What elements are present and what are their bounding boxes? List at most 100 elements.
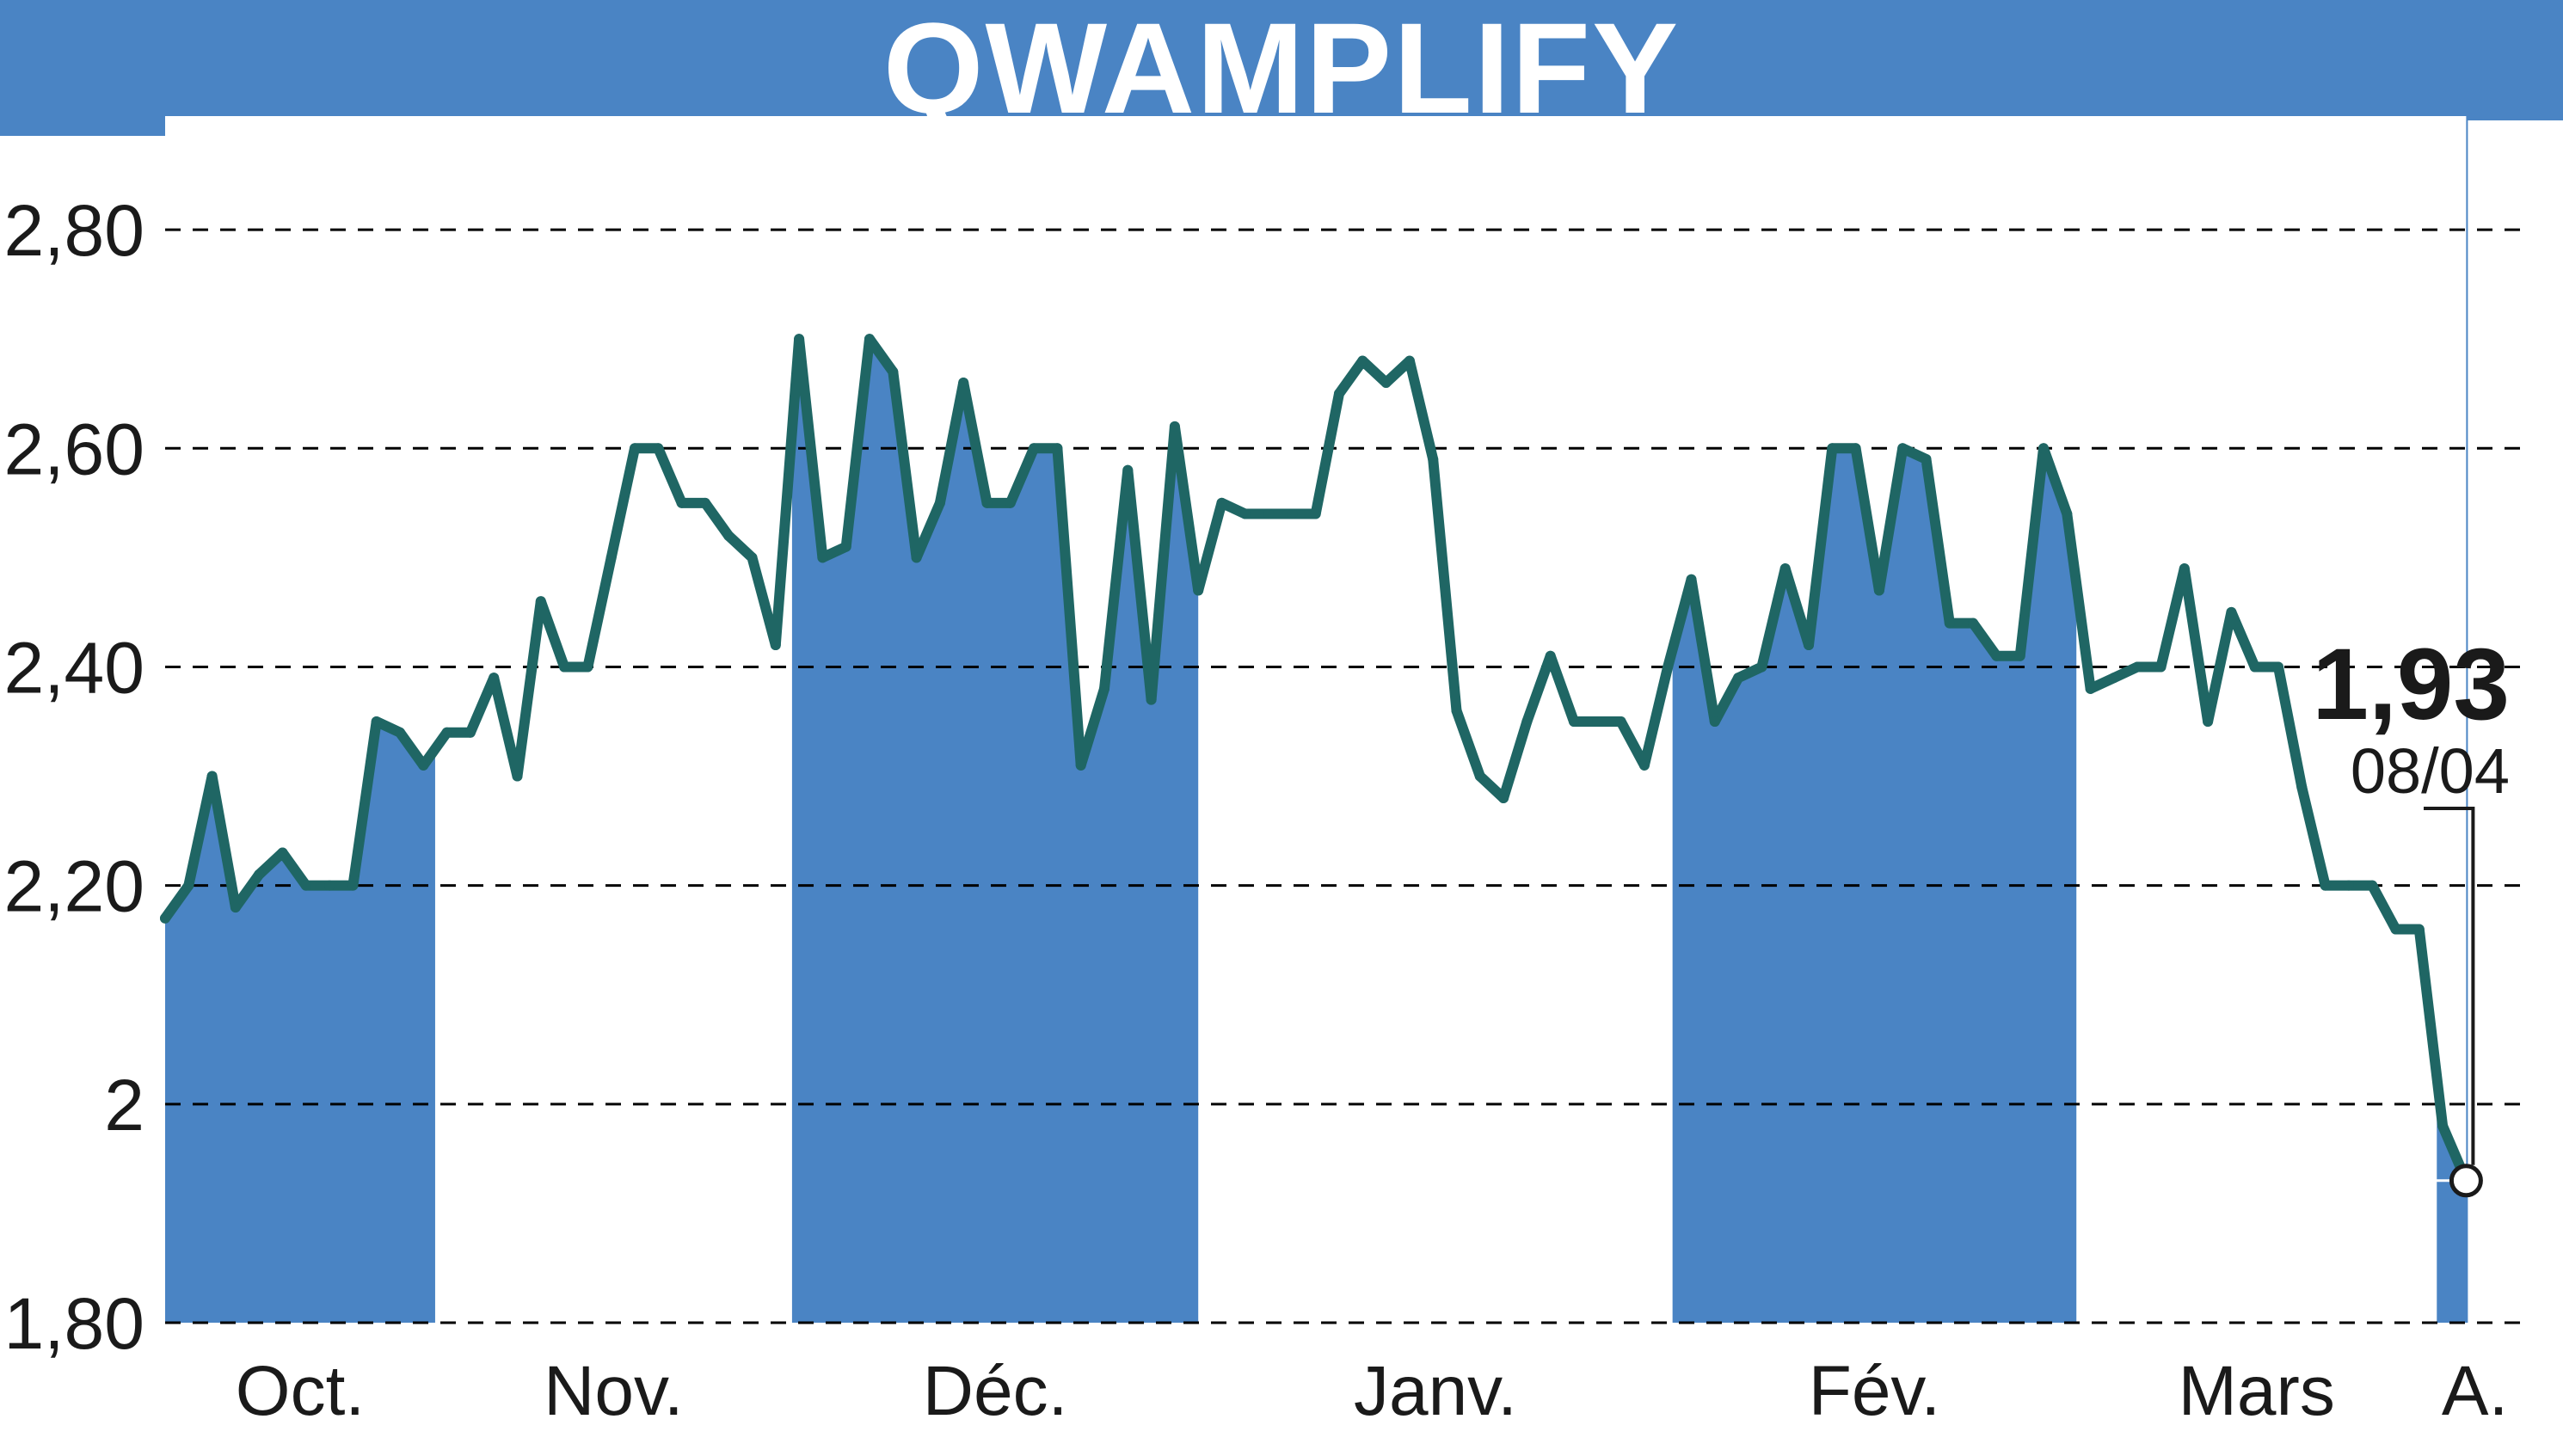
data-point: [489, 673, 500, 684]
data-point: [2226, 606, 2237, 617]
data-point: [1474, 771, 1485, 782]
data-point: [1380, 378, 1392, 389]
data-point: [1850, 443, 1861, 454]
data-point: [1804, 640, 1814, 651]
data-point: [1122, 464, 1134, 476]
data-point: [630, 443, 640, 454]
data-point: [1686, 574, 1697, 585]
data-point: [2343, 880, 2354, 891]
data-point: [699, 497, 710, 508]
data-point: [2203, 716, 2214, 727]
data-point: [1663, 661, 1674, 673]
data-point: [1615, 716, 1626, 727]
data-point: [1263, 508, 1275, 519]
data-point: [2014, 650, 2025, 661]
data-point: [2132, 661, 2143, 673]
data-point: [582, 661, 593, 673]
data-point: [840, 541, 851, 552]
data-point: [2437, 1121, 2449, 1132]
data-point: [2320, 880, 2331, 891]
data-point: [1638, 759, 1650, 771]
data-point: [770, 640, 781, 651]
month-label: Déc.: [923, 1352, 1068, 1430]
data-point: [1779, 563, 1791, 574]
data-point: [1545, 650, 1556, 661]
data-point: [1146, 694, 1157, 705]
data-point: [512, 771, 523, 782]
data-point: [418, 759, 429, 771]
title-bar: QWAMPLIFY: [0, 0, 2563, 136]
data-point: [1193, 585, 1204, 596]
data-point: [1592, 716, 1603, 727]
data-point: [1287, 508, 1298, 519]
data-point: [1451, 705, 1462, 716]
data-point: [747, 552, 758, 563]
last-point-marker: [2449, 1164, 2483, 1198]
data-point: [2155, 661, 2167, 673]
data-point: [2108, 673, 2119, 684]
data-point: [1404, 355, 1415, 366]
data-point: [1052, 443, 1063, 454]
data-point: [864, 334, 875, 345]
data-point: [2249, 661, 2260, 673]
data-point: [535, 596, 546, 607]
data-point: [230, 902, 241, 913]
data-point: [1005, 497, 1016, 508]
month-label: Janv.: [1354, 1352, 1517, 1430]
y-tick-label: 2,60: [4, 409, 145, 489]
data-point: [934, 497, 945, 508]
data-point: [1756, 661, 1767, 673]
data-point: [464, 727, 476, 738]
month-label: Fév.: [1809, 1352, 1940, 1430]
month-bands: [165, 116, 2563, 1324]
data-point: [723, 530, 734, 541]
data-point: [1498, 792, 1509, 803]
price-series: [160, 334, 2472, 1186]
data-point: [1968, 617, 1979, 629]
data-point: [2179, 563, 2190, 574]
data-point: [1239, 508, 1251, 519]
area-mask: [165, 116, 2467, 1181]
y-tick-label: 2,80: [4, 190, 145, 271]
data-point: [1827, 443, 1838, 454]
data-point: [2390, 924, 2401, 935]
data-point: [1709, 716, 1720, 727]
data-point: [2038, 443, 2049, 454]
data-point: [1428, 453, 1439, 464]
data-point: [1357, 355, 1368, 366]
data-point: [1099, 683, 1109, 694]
data-point: [1334, 388, 1344, 399]
data-point: [1075, 759, 1086, 771]
data-point: [559, 661, 570, 673]
data-point: [160, 912, 170, 924]
data-point: [2273, 661, 2283, 673]
chart-title: QWAMPLIFY: [882, 0, 1681, 140]
data-point: [300, 880, 311, 891]
month-label: Nov.: [544, 1352, 684, 1430]
data-point: [1921, 453, 1932, 464]
data-point: [605, 552, 617, 563]
data-point: [324, 880, 335, 891]
data-point: [911, 552, 922, 563]
data-point: [2062, 508, 2073, 519]
data-point: [2413, 924, 2425, 935]
data-point: [347, 880, 359, 891]
last-value-annotation: 1,93 08/04: [2312, 628, 2510, 1198]
data-point: [958, 378, 969, 389]
month-label: Oct.: [236, 1352, 365, 1430]
y-tick-label: 2,20: [4, 846, 145, 927]
last-value-label: 1,93: [2312, 628, 2510, 741]
data-point: [277, 847, 288, 858]
data-point: [653, 443, 664, 454]
data-point: [981, 497, 993, 508]
data-point: [2296, 782, 2308, 793]
right-mask: [2468, 120, 2563, 1324]
last-date-label: 08/04: [2351, 735, 2510, 807]
month-labels: Oct. Nov. Déc. Janv. Fév. Mars A.: [236, 1352, 2509, 1430]
data-point: [1873, 585, 1884, 596]
data-point: [1521, 716, 1533, 727]
data-point: [395, 727, 405, 738]
data-point: [183, 880, 194, 891]
data-point: [1944, 617, 1955, 629]
